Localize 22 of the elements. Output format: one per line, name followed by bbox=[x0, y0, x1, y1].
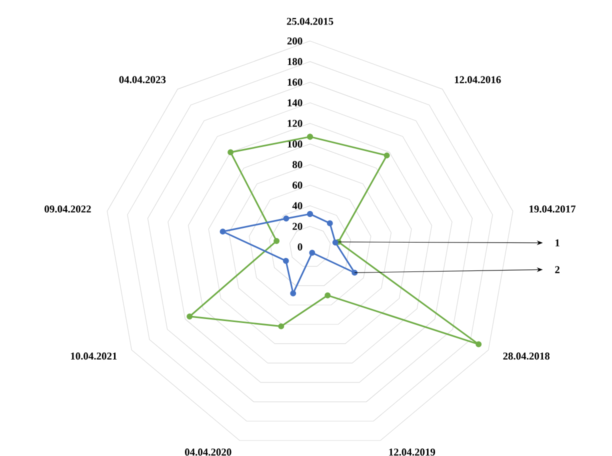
spoke-label: 12.04.2019 bbox=[389, 448, 436, 456]
spoke-label: 10.04.2021 bbox=[71, 352, 117, 360]
spoke-label: 04.04.2020 bbox=[184, 448, 232, 456]
spoke-label: 19.04.2017 bbox=[530, 205, 576, 213]
y-tick-label: 180 bbox=[288, 58, 302, 66]
y-tick-label: 160 bbox=[288, 78, 302, 86]
y-tick-label: 0 bbox=[298, 243, 302, 250]
y-tick-label: 40 bbox=[292, 202, 302, 210]
spoke-label: 28.04.2018 bbox=[503, 352, 550, 360]
y-tick-label: 100 bbox=[288, 140, 302, 148]
spoke-label: 12.04.2016 bbox=[454, 76, 501, 84]
text: 2 bbox=[555, 266, 560, 274]
spoke-label: 04.04.2023 bbox=[119, 76, 166, 84]
y-tick-label: 20 bbox=[292, 222, 302, 230]
y-tick-label: 140 bbox=[288, 99, 302, 106]
y-tick-label: 60 bbox=[292, 182, 302, 189]
spoke-label: 09.04.2022 bbox=[44, 205, 91, 213]
y-tick-label: 80 bbox=[292, 161, 302, 168]
y-tick-label: 200 bbox=[287, 37, 302, 45]
text: 1 bbox=[556, 239, 560, 246]
y-tick-label: 120 bbox=[288, 120, 302, 127]
spoke-label: 25.04.2015 bbox=[286, 18, 334, 25]
